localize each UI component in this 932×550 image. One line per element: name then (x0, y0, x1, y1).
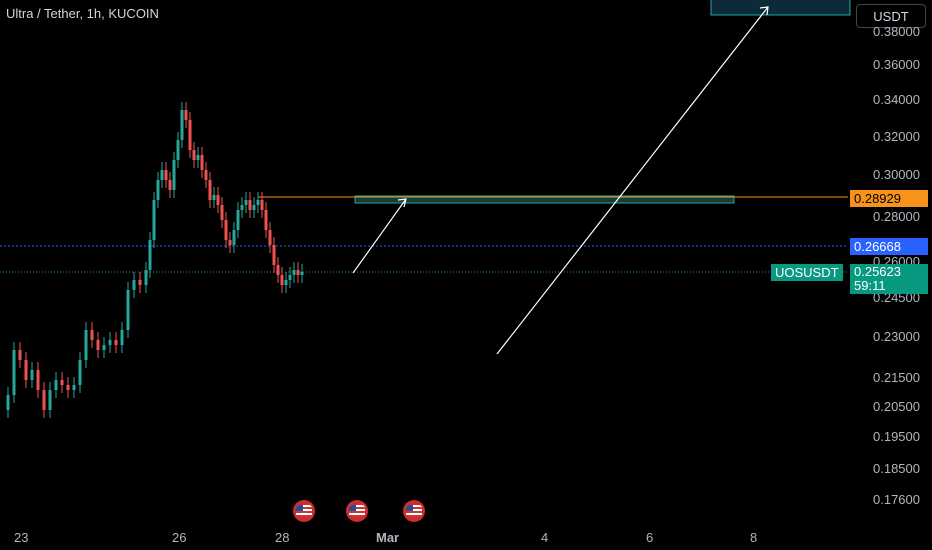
candle-body (232, 230, 236, 245)
price-axis-label: 0.32000 (873, 129, 920, 144)
candle-body (196, 155, 200, 160)
time-axis-label: 8 (750, 530, 758, 545)
price-axis-label: 0.34000 (873, 92, 920, 107)
candle-body (188, 120, 192, 150)
candle-body (272, 245, 276, 265)
candles (6, 102, 304, 418)
candle-body (102, 345, 106, 350)
resistance-price-tag: 0.28929 (850, 190, 928, 207)
candle-body (84, 330, 88, 360)
candle-body (200, 155, 204, 170)
candle-body (120, 330, 124, 345)
time-axis-label: 6 (646, 530, 654, 545)
candle-body (138, 280, 142, 285)
price-axis-label: 0.19500 (873, 429, 920, 444)
price-axis-label: 0.17600 (873, 492, 920, 507)
chart-title: Ultra / Tether, 1h, KUCOIN (6, 6, 159, 21)
candle-body (90, 330, 94, 340)
candle-body (164, 170, 168, 180)
last-price-tag: 0.25623 59:11 (850, 264, 928, 294)
candle-body (42, 390, 46, 410)
price-axis-label: 0.21500 (873, 370, 920, 385)
time-axis-label: 28 (275, 530, 290, 545)
candle-body (66, 385, 70, 390)
candle-body (30, 370, 34, 380)
candle-body (126, 290, 130, 330)
candle-body (18, 350, 22, 360)
candle-body (256, 200, 260, 205)
candle-body (168, 180, 172, 190)
candle-body (172, 160, 176, 190)
candle-body (54, 380, 58, 390)
candle-body (176, 140, 180, 160)
candle-body (212, 195, 216, 200)
candle-body (224, 220, 228, 240)
price-axis-label: 0.18500 (873, 461, 920, 476)
candle-body (204, 170, 208, 180)
candle-body (284, 280, 288, 285)
price-axis-label: 0.20500 (873, 399, 920, 414)
time-axis-label: 23 (14, 530, 29, 545)
arrow-large (496, 6, 769, 355)
candle-body (12, 350, 16, 395)
candle-body (288, 275, 292, 280)
candle-body (296, 270, 300, 275)
candle-body (280, 275, 284, 285)
candle-body (244, 200, 248, 205)
candle-body (114, 340, 118, 345)
candle-body (276, 265, 280, 275)
candle-body (78, 360, 82, 385)
candle-body (240, 205, 244, 210)
candle-body (300, 272, 304, 275)
candle-body (180, 110, 184, 140)
target-zone-upper (710, 0, 851, 16)
candle-body (236, 210, 240, 230)
candle-body (228, 240, 232, 245)
resistance-zone (354, 195, 735, 204)
candle-body (160, 170, 164, 180)
candle-body (36, 370, 40, 390)
time-axis-label: 26 (172, 530, 187, 545)
price-axis-label: 0.30000 (873, 167, 920, 182)
candle-body (248, 200, 252, 210)
candle-body (152, 200, 156, 240)
price-axis-label: 0.38000 (873, 24, 920, 39)
time-axis-label: 4 (541, 530, 549, 545)
candle-body (24, 360, 28, 380)
candle-body (156, 180, 160, 200)
price-axis-label: 0.36000 (873, 57, 920, 72)
currency-button[interactable]: USDT (856, 4, 926, 28)
countdown: 59:11 (854, 278, 886, 293)
candle-body (148, 240, 152, 270)
price-axis-label: 0.28000 (873, 209, 920, 224)
time-axis-label: Mar (376, 530, 400, 545)
candle-body (6, 395, 10, 410)
candle-body (208, 180, 212, 200)
candle-body (260, 200, 264, 210)
candle-body (184, 110, 188, 120)
candle-body (60, 380, 64, 385)
candle-body (192, 150, 196, 160)
candle-body (268, 230, 272, 245)
price-axis-label: 0.23000 (873, 329, 920, 344)
last-price: 0.25623 (854, 264, 901, 279)
candle-body (48, 390, 52, 410)
candle-body (220, 205, 224, 220)
blue-line-price-tag: 0.26668 (850, 238, 928, 255)
candle-body (72, 385, 76, 390)
symbol-tag: UOSUSDT (771, 264, 843, 281)
candle-body (132, 280, 136, 290)
candle-body (252, 205, 256, 210)
candle-body (108, 340, 112, 345)
candle-body (264, 210, 268, 230)
candle-body (96, 340, 100, 350)
candle-body (216, 195, 220, 205)
arrow-small (352, 198, 407, 274)
candle-body (144, 270, 148, 285)
us-flag-icon[interactable] (346, 500, 368, 522)
candle-body (292, 270, 296, 275)
us-flag-icon[interactable] (293, 500, 315, 522)
us-flag-icon[interactable] (403, 500, 425, 522)
